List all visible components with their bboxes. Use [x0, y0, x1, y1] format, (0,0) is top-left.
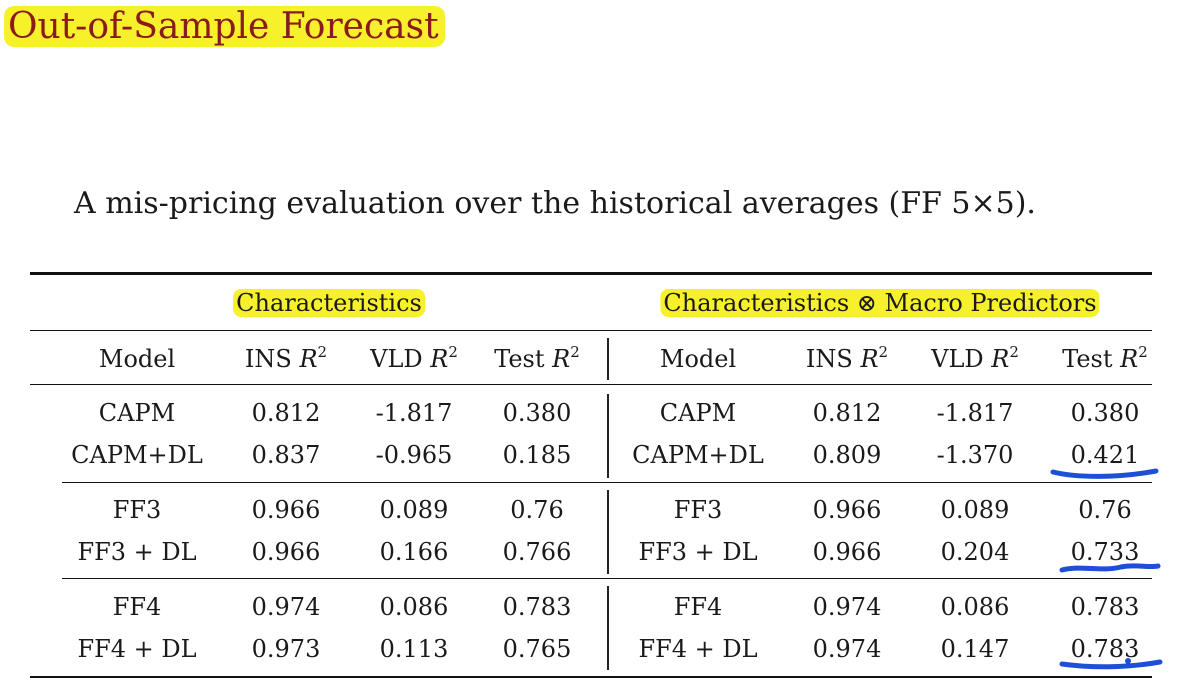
separator-block-2	[607, 490, 609, 574]
value-cell: 0.765	[502, 635, 572, 663]
value-cell: 0.766	[502, 538, 572, 566]
value-cell: 0.974	[812, 593, 882, 621]
model-name-cell: CAPM+DL	[71, 441, 203, 469]
value-cell: 0.147	[940, 635, 1010, 663]
value-cell: -1.370	[936, 441, 1014, 469]
value-cell: 0.974	[251, 593, 321, 621]
value-cell: 0.973	[251, 635, 321, 663]
model-name-cell: CAPM	[659, 399, 737, 427]
value-cell: 0.812	[251, 399, 321, 427]
separator-block-3	[607, 586, 609, 670]
separator-header	[607, 338, 609, 380]
model-name-cell: FF4 + DL	[77, 635, 197, 663]
value-cell: 0.966	[251, 496, 321, 524]
model-name-cell: FF3	[673, 496, 723, 524]
column-header-model-left: Model	[98, 345, 176, 373]
value-cell: 0.966	[812, 538, 882, 566]
column-header-vld-left: VLD R2	[370, 343, 458, 374]
slide-title: Out-of-Sample Forecast	[4, 4, 445, 50]
annotation-underline-2	[1059, 563, 1161, 573]
value-cell: -1.817	[936, 399, 1014, 427]
bottom-rule	[30, 676, 1152, 678]
value-cell: 0.089	[379, 496, 449, 524]
column-header-ins-right: INS R2	[805, 343, 889, 374]
header-rule	[30, 384, 1152, 385]
model-name-cell: FF4	[112, 593, 162, 621]
column-header-vld-right: VLD R2	[931, 343, 1019, 374]
group-rule	[30, 330, 1152, 331]
value-cell: 0.76	[510, 496, 564, 524]
value-cell: 0.089	[940, 496, 1010, 524]
value-cell: 0.086	[940, 593, 1010, 621]
value-cell: -1.817	[375, 399, 453, 427]
model-name-cell: FF4 + DL	[638, 635, 758, 663]
value-cell: 0.974	[812, 635, 882, 663]
model-name-cell: CAPM	[98, 399, 176, 427]
value-cell: 0.966	[251, 538, 321, 566]
value-cell: 0.783	[1070, 593, 1140, 621]
value-cell: 0.380	[1070, 399, 1140, 427]
group-header-characteristics-macro: Characteristics ⊗ Macro Predictors	[660, 286, 1100, 320]
value-cell: 0.809	[812, 441, 882, 469]
annotation-underline-3	[1059, 658, 1163, 670]
model-name-cell: FF4	[673, 593, 723, 621]
value-cell: 0.783	[502, 593, 572, 621]
value-cell: 0.113	[379, 635, 449, 663]
column-header-ins-left: INS R2	[244, 343, 328, 374]
value-cell: -0.965	[375, 441, 453, 469]
model-name-cell: FF3 + DL	[638, 538, 758, 566]
value-cell: 0.421	[1070, 441, 1140, 469]
model-name-cell: FF3 + DL	[77, 538, 197, 566]
column-header-test-right: Test R2	[1062, 343, 1148, 374]
value-cell: 0.166	[379, 538, 449, 566]
title-word-1: Out-of-Sample Forecast	[4, 6, 445, 47]
value-cell: 0.380	[502, 399, 572, 427]
block-rule-1	[62, 482, 1152, 483]
table-caption: A mis-pricing evaluation over the histor…	[74, 186, 1036, 221]
annotation-underline-1	[1050, 468, 1159, 479]
column-header-test-left: Test R2	[494, 343, 580, 374]
value-cell: 0.76	[1078, 496, 1132, 524]
value-cell: 0.185	[502, 441, 572, 469]
separator-block-1	[607, 394, 609, 478]
top-rule	[30, 272, 1152, 275]
model-name-cell: CAPM+DL	[632, 441, 764, 469]
value-cell: 0.086	[379, 593, 449, 621]
value-cell: 0.812	[812, 399, 882, 427]
model-name-cell: FF3	[112, 496, 162, 524]
column-header-model-right: Model	[659, 345, 737, 373]
value-cell: 0.966	[812, 496, 882, 524]
block-rule-2	[62, 578, 1152, 579]
value-cell: 0.204	[940, 538, 1010, 566]
group-header-characteristics: Characteristics	[233, 286, 425, 320]
value-cell: 0.837	[251, 441, 321, 469]
value-cell: 0.733	[1070, 538, 1140, 566]
